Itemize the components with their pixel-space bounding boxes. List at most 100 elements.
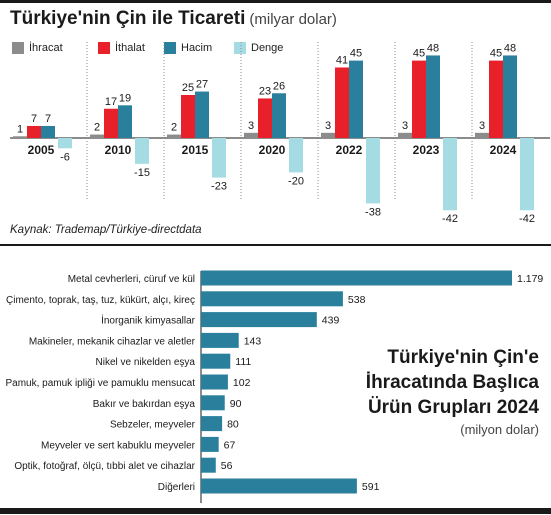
bar-hacim-2015 [195,91,209,138]
legend-label-hacim: Hacim [181,42,213,54]
value-label-denge-2022: -38 [365,206,381,218]
x-tick-label-2022: 2022 [336,143,363,157]
bar-i-thalat-2005 [27,125,41,138]
chart2-unit: (milyon dolar) [460,422,539,437]
category-label-8: Sebzeler, meyveler [110,420,196,431]
legend-swatch-ithalat [98,42,110,54]
chart1-title: Türkiye'nin Çin ile Ticareti [10,8,246,29]
legend-label-denge: Denge [251,42,284,54]
value-label-i-hracat-2010: 2 [94,122,100,134]
hbar-value-label-6: 102 [233,377,251,389]
legend-item-denge: Denge [234,41,283,55]
value-label-i-hracat-2023: 3 [402,120,408,132]
chart1-title-block: Türkiye'nin Çin ile Ticareti (milyar dola… [10,8,337,30]
value-label-i-hracat-2005: 1 [17,123,23,135]
bar-i-thalat-2020 [258,98,272,138]
bar-i-thalat-2022 [335,67,349,138]
bar-denge-2020 [289,138,303,173]
legend-item-hacim: Hacim [164,41,234,55]
value-label-i-hracat-2020: 3 [248,120,254,132]
category-label-5: Nikel ve nikelden eşya [96,357,196,368]
value-label-hacim-2023: 48 [427,42,439,54]
hbar-2 [201,291,343,307]
value-label-i-thalat-2020: 23 [259,85,271,97]
chart2-title-line-2: İhracatında Başlıca [365,372,539,393]
bar-i-hracat-2022 [321,132,335,138]
hbar-5 [201,353,231,369]
hbar-value-label-4: 143 [244,335,262,347]
category-label-2: Çimento, toprak, taş, tuz, kükürt, alçı,… [6,295,195,306]
chart2-title-line-1: Türkiye'nin Çin'e [387,347,539,368]
category-label-11: Diğerleri [158,482,195,493]
value-label-denge-2005: -6 [60,151,70,163]
value-label-i-thalat-2022: 41 [336,54,348,66]
chart2-title-line-3: Ürün Grupları 2024 [367,397,539,418]
legend-item-ithalat: İthalat [98,41,164,55]
chart2-title-block: Türkiye'nin Çin'e İhracatında Başlıca Ür… [366,345,539,437]
top-rule [0,0,551,3]
value-label-denge-2010: -15 [134,167,150,179]
x-tick-label-2020: 2020 [259,143,286,157]
bar-denge-2024 [520,138,534,211]
hbar-value-label-9: 67 [224,439,236,451]
divider-rule [0,244,551,246]
bar-denge-2010 [135,138,149,164]
bar-hacim-2010 [118,105,132,138]
bar-hacim-2020 [272,93,286,138]
source-note: Kaynak: Trademap/Türkiye-directdata [10,224,202,236]
category-label-9: Meyveler ve sert kabuklu meyveler [41,440,196,451]
bar-denge-2023 [443,138,457,211]
legend-label-ithalat: İthalat [115,42,145,54]
category-label-10: Optik, fotoğraf, ölçü, tıbbi alet ve cih… [14,461,195,472]
hbar-11 [201,478,357,494]
hbar-7 [201,395,225,411]
hbar-value-label-2: 538 [348,294,366,306]
value-label-denge-2024: -42 [519,213,535,225]
bar-denge-2015 [212,138,226,178]
hbar-value-label-10: 56 [221,460,233,472]
value-label-hacim-2015: 27 [196,79,208,91]
bar-hacim-2024 [503,55,517,138]
hbar-8 [201,416,223,432]
legend-swatch-ihracat [12,42,24,54]
bar-denge-2005 [58,138,72,149]
bar-i-thalat-2023 [412,60,426,138]
value-label-i-hracat-2015: 2 [171,122,177,134]
bar-i-thalat-2024 [489,60,503,138]
hbar-4 [201,332,239,348]
value-label-hacim-2022: 45 [350,48,362,60]
bar-i-hracat-2020 [244,132,258,138]
x-tick-label-2005: 2005 [28,143,55,157]
value-label-hacim-2005: 7 [45,113,51,125]
hbar-value-label-5: 111 [235,356,251,368]
value-label-i-thalat-2015: 25 [182,82,194,94]
category-label-4: Makineler, mekanik cihazlar ve aletler [29,336,196,347]
bar-i-hracat-2024 [475,132,489,138]
legend-swatch-hacim [164,42,176,54]
value-label-i-thalat-2010: 17 [105,96,117,108]
bar-denge-2022 [366,138,380,204]
value-label-denge-2015: -23 [211,181,227,193]
bar-i-thalat-2015 [181,95,195,138]
value-label-i-thalat-2024: 45 [490,48,502,60]
hbar-1 [201,270,512,286]
hbar-3 [201,312,317,328]
hbar-6 [201,374,228,390]
value-label-i-thalat-2023: 45 [413,48,425,60]
category-label-6: Pamuk, pamuk ipliği ve pamuklu mensucat [5,378,195,389]
legend-item-ihracat: İhracat [12,41,98,55]
category-label-1: Metal cevherleri, cüruf ve kül [68,274,195,285]
bar-i-hracat-2010 [90,134,104,138]
bar-hacim-2023 [426,55,440,138]
category-label-7: Bakır ve bakırdan eşya [93,399,196,410]
bar-i-thalat-2010 [104,108,118,138]
hbar-value-label-7: 90 [230,398,242,410]
bar-i-hracat-2015 [167,134,181,138]
value-label-i-hracat-2024: 3 [479,120,485,132]
bar-hacim-2005 [41,125,55,138]
export-groups-chart: Metal cevherleri, cüruf ve kül 1.179 Çimen… [5,270,543,503]
bar-i-hracat-2023 [398,132,412,138]
hbar-value-label-1: 1.179 [517,273,543,285]
